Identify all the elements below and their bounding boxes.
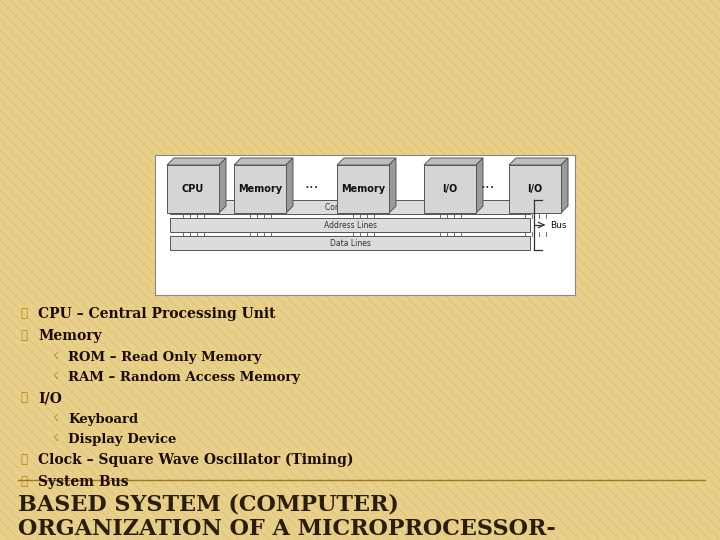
- Polygon shape: [234, 165, 286, 213]
- Polygon shape: [424, 158, 483, 165]
- Polygon shape: [337, 158, 396, 165]
- Polygon shape: [337, 165, 389, 213]
- Text: System Bus: System Bus: [38, 475, 129, 489]
- Text: Bus: Bus: [550, 220, 567, 230]
- Text: ⑂: ⑂: [20, 329, 27, 342]
- Polygon shape: [234, 158, 293, 165]
- Text: Address Lines: Address Lines: [323, 220, 377, 230]
- Text: ☇: ☇: [52, 371, 58, 381]
- Text: ☇: ☇: [52, 413, 58, 423]
- Text: RAM – Random Access Memory: RAM – Random Access Memory: [68, 371, 300, 384]
- Polygon shape: [167, 158, 226, 165]
- Polygon shape: [509, 158, 568, 165]
- Text: CPU – Central Processing Unit: CPU – Central Processing Unit: [38, 307, 276, 321]
- Polygon shape: [167, 165, 219, 213]
- Text: I/O: I/O: [38, 391, 62, 405]
- Text: ☇: ☇: [52, 351, 58, 361]
- Text: ☇: ☇: [52, 433, 58, 443]
- Text: BASED SYSTEM (COMPUTER): BASED SYSTEM (COMPUTER): [18, 493, 399, 515]
- Text: I/O: I/O: [527, 184, 543, 194]
- FancyBboxPatch shape: [170, 236, 530, 250]
- Text: Memory: Memory: [238, 184, 282, 194]
- Text: ⑂: ⑂: [20, 391, 27, 404]
- Polygon shape: [286, 158, 293, 213]
- Text: ⑂: ⑂: [20, 453, 27, 466]
- Text: Memory: Memory: [38, 329, 102, 343]
- Text: I/O: I/O: [442, 184, 458, 194]
- Polygon shape: [561, 158, 568, 213]
- Text: ⑂: ⑂: [20, 307, 27, 320]
- Polygon shape: [219, 158, 226, 213]
- Text: Display Device: Display Device: [68, 433, 176, 446]
- Polygon shape: [476, 158, 483, 213]
- Text: Memory: Memory: [341, 184, 385, 194]
- Text: Control Lines: Control Lines: [325, 202, 375, 212]
- Text: Clock – Square Wave Oscillator (Timing): Clock – Square Wave Oscillator (Timing): [38, 453, 354, 468]
- Polygon shape: [389, 158, 396, 213]
- Polygon shape: [424, 165, 476, 213]
- Text: ⑂: ⑂: [20, 475, 27, 488]
- Text: ···: ···: [304, 181, 319, 197]
- FancyBboxPatch shape: [155, 155, 575, 295]
- Polygon shape: [509, 165, 561, 213]
- Text: CPU: CPU: [182, 184, 204, 194]
- Text: ···: ···: [480, 181, 495, 197]
- Text: ORGANIZATION OF A MICROPROCESSOR-: ORGANIZATION OF A MICROPROCESSOR-: [18, 518, 556, 540]
- FancyBboxPatch shape: [170, 200, 530, 214]
- Text: Keyboard: Keyboard: [68, 413, 138, 426]
- Text: ROM – Read Only Memory: ROM – Read Only Memory: [68, 351, 261, 364]
- FancyBboxPatch shape: [170, 218, 530, 232]
- Text: Data Lines: Data Lines: [330, 239, 370, 247]
